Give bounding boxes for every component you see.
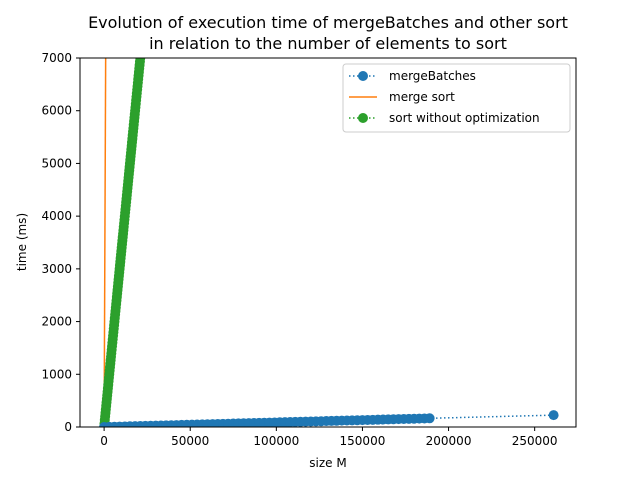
x-tick-label: 50000 [171,434,209,448]
legend-marker-sort-without-optimization [358,113,368,123]
y-tick-label: 2000 [41,315,72,329]
y-axis-label: time (ms) [15,213,29,271]
legend-label-sort-without-optimization: sort without optimization [389,111,540,125]
x-tick-label: 100000 [253,434,299,448]
x-tick-label: 250000 [512,434,558,448]
legend-label-mergebatches: mergeBatches [389,69,476,83]
y-tick-label: 0 [64,420,72,434]
x-tick-label: 200000 [426,434,472,448]
y-tick-label: 5000 [41,156,72,170]
legend-marker-mergebatches [358,71,368,81]
data-point [424,413,435,424]
y-tick-label: 7000 [41,51,72,65]
x-tick-label: 150000 [340,434,386,448]
series-line-merge-sort [103,58,107,427]
y-tick-label: 6000 [41,104,72,118]
legend-label-merge-sort: merge sort [389,90,455,104]
y-tick-label: 4000 [41,209,72,223]
legend: mergeBatches merge sort sort without opt… [342,63,571,133]
data-point [548,410,559,421]
x-axis-label: size M [309,456,346,470]
y-tick-label: 1000 [41,367,72,381]
series-sort-without-optimization [99,58,146,427]
chart-title-line1: Evolution of execution time of mergeBatc… [88,13,568,32]
axes-layer: 0 50000 100000 150000 200000 250000 0 1000 2000 3… [41,51,577,448]
y-tick-label: 3000 [41,262,72,276]
plot-frame [79,57,577,428]
series-mergebatches [99,410,559,427]
legend-frame [342,63,571,133]
data-point [135,58,146,63]
x-tick-label: 0 [100,434,108,448]
chart-title-line2: in relation to the number of elements to… [149,34,507,53]
series-merge-sort [103,58,107,427]
series-layer [99,58,559,427]
